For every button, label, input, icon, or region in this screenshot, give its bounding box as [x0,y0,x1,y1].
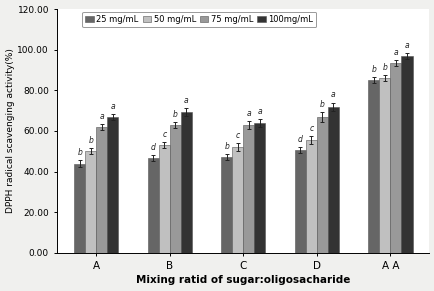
Text: b: b [172,110,178,119]
Bar [243,125,254,253]
Bar [378,78,390,253]
Y-axis label: DPPH radical scavenging activity(%): DPPH radical scavenging activity(%) [6,49,14,213]
Bar [254,123,265,253]
Text: a: a [330,91,335,100]
Bar [327,107,338,253]
Text: d: d [151,143,155,152]
Text: b: b [77,148,82,157]
Bar [390,63,401,253]
Text: a: a [184,95,188,104]
Text: a: a [393,48,398,57]
Text: b: b [371,65,375,74]
Bar [107,117,118,253]
Text: a: a [110,102,115,111]
Bar [294,150,305,253]
X-axis label: Mixing ratid of sugar:oligosacharide: Mixing ratid of sugar:oligosacharide [136,276,350,285]
Bar [169,125,181,253]
Text: b: b [319,100,324,109]
Text: c: c [235,131,240,140]
Bar [232,147,243,253]
Text: c: c [309,124,313,133]
Bar [181,112,191,253]
Text: d: d [297,135,302,144]
Text: a: a [99,112,104,121]
Bar [316,117,327,253]
Text: a: a [257,107,262,116]
Bar [148,158,158,253]
Text: b: b [224,142,229,151]
Bar [96,127,107,253]
Legend: 25 mg/mL, 50 mg/mL, 75 mg/mL, 100mg/mL: 25 mg/mL, 50 mg/mL, 75 mg/mL, 100mg/mL [82,12,316,27]
Text: a: a [404,41,408,50]
Text: a: a [246,109,250,118]
Bar [305,140,316,253]
Bar [74,164,85,253]
Bar [221,157,232,253]
Text: b: b [381,63,387,72]
Text: b: b [88,136,93,145]
Bar [368,80,378,253]
Bar [401,56,411,253]
Text: c: c [162,130,166,139]
Bar [158,145,169,253]
Bar [85,151,96,253]
